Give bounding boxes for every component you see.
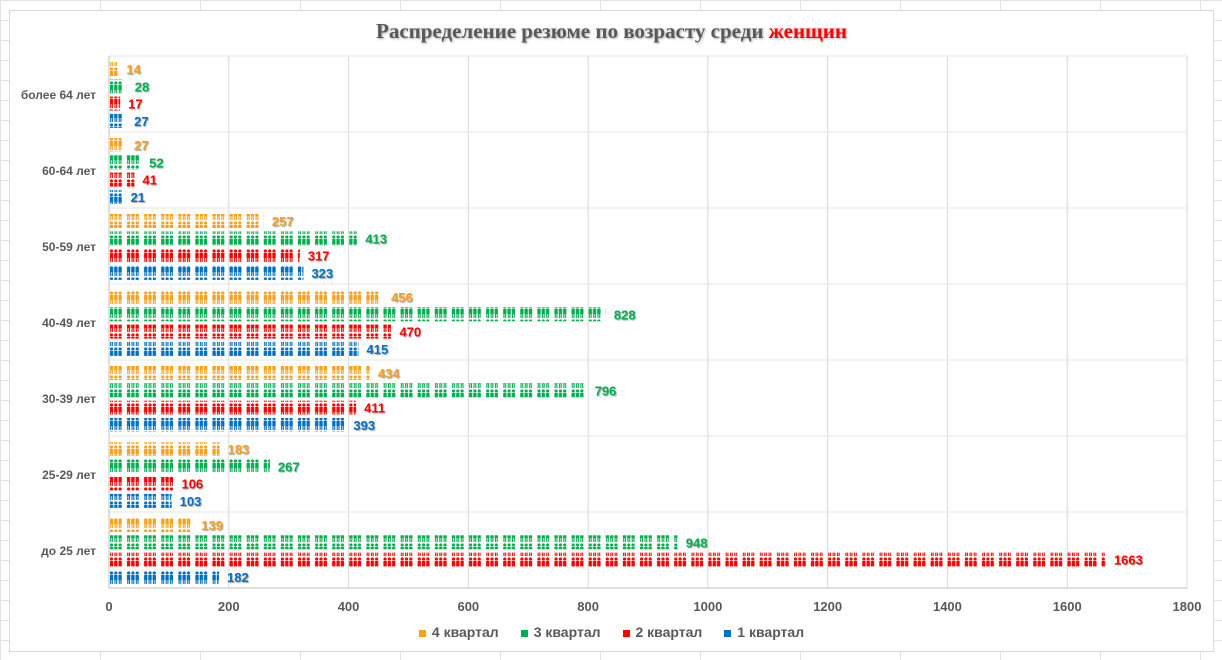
data-label: 828: [614, 307, 636, 322]
bar[interactable]: [110, 62, 119, 76]
data-label: 456: [391, 290, 413, 305]
bar[interactable]: [110, 569, 219, 584]
data-label: 415: [367, 342, 389, 357]
x-tick-label: 1800: [1173, 599, 1202, 614]
data-label: 28: [135, 79, 149, 94]
data-label: 323: [311, 266, 333, 281]
data-label: 948: [686, 535, 708, 550]
bar[interactable]: [110, 442, 220, 456]
legend-people-icon: [418, 629, 426, 637]
bar[interactable]: [110, 476, 174, 491]
legend-item[interactable]: 2 квартал: [622, 624, 703, 640]
data-label: 14: [126, 62, 141, 77]
data-label: 139: [201, 518, 223, 533]
bar[interactable]: [110, 459, 270, 474]
data-label: 434: [378, 366, 400, 381]
bar[interactable]: [110, 366, 370, 380]
bar[interactable]: [110, 214, 264, 228]
bar[interactable]: [110, 172, 135, 187]
bar[interactable]: [110, 96, 121, 111]
y-tick-label: 50-59 лет: [42, 240, 96, 254]
data-label: 106: [181, 477, 203, 492]
chart-area[interactable]: Распределение резюме по возрасту среди ж…: [9, 10, 1214, 652]
data-label: 41: [143, 173, 157, 188]
bar[interactable]: [110, 290, 384, 304]
data-label: 183: [228, 442, 250, 457]
y-tick-label: 60-64 лет: [42, 164, 96, 178]
x-tick-label: 400: [338, 599, 360, 614]
chart-title: Распределение резюме по возрасту среди ж…: [10, 19, 1213, 44]
legend-people-icon: [724, 629, 732, 637]
x-tick-label: 1400: [933, 599, 962, 614]
bar[interactable]: [110, 265, 304, 280]
x-tick-label: 800: [577, 599, 599, 614]
y-tick-label: 30-39 лет: [42, 392, 96, 406]
data-label: 1663: [1114, 553, 1143, 568]
bar[interactable]: [110, 248, 300, 263]
data-label: 413: [365, 231, 387, 246]
data-label: 17: [128, 97, 142, 112]
data-label: 182: [227, 570, 249, 585]
legend-item[interactable]: 1 квартал: [724, 624, 804, 640]
y-tick-label: более 64 лет: [21, 88, 96, 102]
data-label: 796: [595, 383, 617, 398]
y-tick-label: 25-29 лет: [42, 468, 96, 482]
data-label: 27: [134, 138, 148, 153]
data-label: 470: [399, 325, 421, 340]
data-label: 52: [149, 155, 163, 170]
bar[interactable]: [110, 400, 357, 415]
legend: 4 квартал 3 квартал 2 квартал 1 квартал: [10, 624, 1213, 640]
data-label: 257: [272, 214, 294, 229]
bar[interactable]: [110, 307, 606, 322]
data-label: 267: [278, 459, 300, 474]
title-highlight: женщин: [768, 19, 847, 43]
x-tick-label: 200: [218, 599, 240, 614]
legend-label: 1 квартал: [737, 624, 805, 640]
bar[interactable]: [110, 189, 123, 204]
title-text: Распределение резюме по возрасту среди: [376, 19, 769, 43]
legend-people-icon: [520, 629, 528, 637]
bar[interactable]: [110, 113, 127, 128]
y-tick-label: 40-49 лет: [42, 316, 96, 330]
data-label: 393: [353, 418, 375, 433]
bar[interactable]: [110, 324, 392, 339]
bar[interactable]: [110, 552, 1106, 567]
legend-label: 3 квартал: [533, 624, 601, 640]
legend-item[interactable]: 4 квартал: [418, 624, 499, 640]
legend-item[interactable]: 3 квартал: [520, 624, 601, 640]
bar[interactable]: [110, 417, 346, 432]
y-tick-label: до 25 лет: [41, 544, 96, 558]
x-tick-label: 1000: [693, 599, 722, 614]
data-label: 317: [308, 249, 330, 264]
bar[interactable]: [110, 155, 142, 170]
x-tick-label: 1200: [813, 599, 842, 614]
bar[interactable]: [110, 341, 359, 356]
bar[interactable]: [110, 535, 678, 550]
data-label: 21: [131, 190, 145, 205]
data-label: 27: [134, 114, 148, 129]
bar[interactable]: [110, 79, 127, 94]
plot-area: 0 200 400 600 800 1000 1200 1400 1600 1800 более 6…: [21, 55, 1202, 614]
data-label: 103: [180, 494, 202, 509]
legend-label: 4 квартал: [431, 624, 499, 640]
legend-label: 2 квартал: [635, 624, 703, 640]
bar[interactable]: [110, 231, 358, 246]
x-tick-label: 1600: [1053, 599, 1082, 614]
bar[interactable]: [110, 493, 172, 508]
bar[interactable]: [110, 518, 194, 532]
bar[interactable]: [110, 138, 127, 152]
legend-people-icon: [622, 629, 630, 637]
x-tick-label: 600: [457, 599, 479, 614]
x-tick-label: 0: [105, 599, 112, 614]
bar[interactable]: [110, 383, 587, 398]
data-label: 411: [364, 401, 385, 416]
